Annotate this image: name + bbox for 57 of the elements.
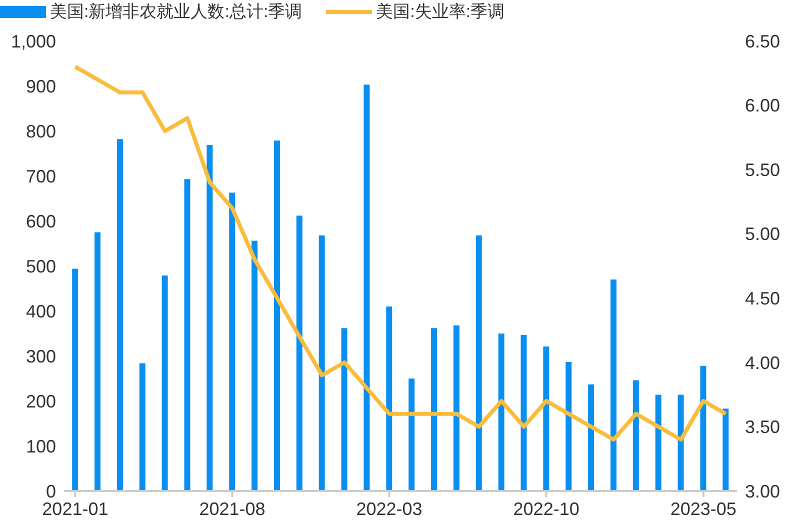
bar bbox=[94, 232, 101, 491]
bar bbox=[72, 268, 78, 491]
y-tick-label: 400 bbox=[26, 301, 56, 322]
y-tick-label: 900 bbox=[26, 76, 56, 96]
bar bbox=[520, 334, 527, 491]
y2-tick-label: 3.50 bbox=[745, 417, 780, 438]
bar bbox=[632, 380, 639, 491]
bar bbox=[476, 235, 482, 491]
y2-tick-label: 4.50 bbox=[745, 288, 780, 309]
bar bbox=[206, 144, 213, 491]
y2-tick-label: 5.00 bbox=[745, 224, 780, 244]
bar bbox=[318, 235, 325, 491]
bar bbox=[184, 179, 190, 491]
y2-tick-label: 5.50 bbox=[745, 160, 780, 180]
y-tick-label: 200 bbox=[26, 391, 56, 412]
bar bbox=[386, 306, 392, 491]
bar bbox=[566, 362, 572, 491]
y2-tick-label: 6.50 bbox=[745, 31, 780, 52]
y-tick-label: 0 bbox=[46, 481, 56, 502]
x-tick-label: 2021-08 bbox=[199, 499, 266, 519]
y2-tick-label: 6.00 bbox=[745, 96, 780, 116]
x-tick-label: 2021-01 bbox=[42, 499, 108, 519]
y-tick-label: 800 bbox=[26, 121, 56, 142]
bar bbox=[453, 325, 460, 491]
bar bbox=[229, 192, 236, 491]
line-series bbox=[73, 64, 728, 442]
y2-tick-label: 4.00 bbox=[745, 352, 780, 373]
bar bbox=[700, 366, 706, 491]
x-tick-label: 2023-05 bbox=[670, 499, 736, 519]
bar bbox=[431, 328, 438, 491]
bar bbox=[588, 384, 594, 491]
y-tick-label: 300 bbox=[26, 346, 56, 366]
bar bbox=[274, 140, 280, 491]
x-tick-label: 2022-03 bbox=[356, 499, 422, 519]
bar bbox=[408, 378, 415, 491]
bar bbox=[722, 408, 729, 491]
bar bbox=[162, 275, 168, 491]
legend-label: 美国:新增非农就业人数:总计:季调 bbox=[50, 1, 302, 23]
x-tick-label: 2022-10 bbox=[513, 499, 580, 519]
bar bbox=[252, 240, 258, 491]
y2-tick-label: 3.00 bbox=[745, 481, 780, 502]
legend-label: 美国:失业率:季调 bbox=[376, 1, 505, 23]
bar bbox=[296, 216, 302, 491]
y-tick-label: 1,000 bbox=[10, 31, 56, 52]
y-tick-label: 100 bbox=[26, 436, 56, 456]
bar bbox=[341, 328, 348, 491]
bar bbox=[364, 84, 370, 491]
bar bbox=[678, 394, 684, 491]
y-tick-label: 700 bbox=[26, 166, 56, 186]
y-tick-label: 600 bbox=[26, 211, 56, 232]
bar bbox=[610, 280, 616, 491]
bar bbox=[139, 363, 146, 491]
bar bbox=[543, 346, 550, 491]
y-tick-label: 500 bbox=[26, 256, 56, 276]
bar bbox=[498, 334, 504, 491]
bar bbox=[116, 139, 123, 491]
bar bbox=[655, 394, 662, 491]
